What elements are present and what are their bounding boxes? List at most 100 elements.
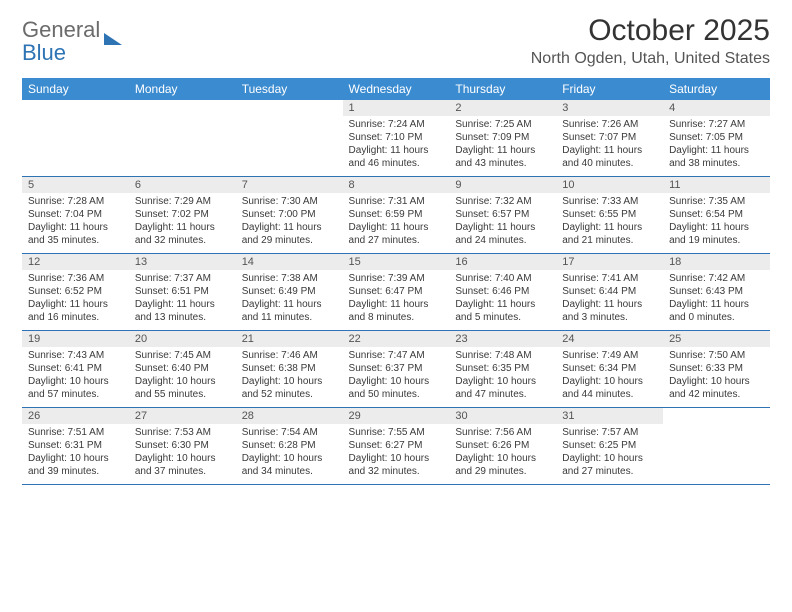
daylight-line1: Daylight: 11 hours [669, 144, 764, 157]
day-number: 20 [129, 331, 236, 347]
day-body: Sunrise: 7:33 AMSunset: 6:55 PMDaylight:… [556, 193, 663, 253]
sunset-text: Sunset: 6:55 PM [562, 208, 657, 221]
sunrise-text: Sunrise: 7:56 AM [455, 426, 550, 439]
daylight-line1: Daylight: 10 hours [455, 375, 550, 388]
day-number: 13 [129, 254, 236, 270]
day-cell: 16Sunrise: 7:40 AMSunset: 6:46 PMDayligh… [449, 254, 556, 331]
daylight-line2: and 0 minutes. [669, 311, 764, 324]
sunrise-text: Sunrise: 7:24 AM [349, 118, 444, 131]
day-body: Sunrise: 7:57 AMSunset: 6:25 PMDaylight:… [556, 424, 663, 484]
day-number: 8 [343, 177, 450, 193]
daylight-line2: and 47 minutes. [455, 388, 550, 401]
sunset-text: Sunset: 6:33 PM [669, 362, 764, 375]
day-cell: 2Sunrise: 7:25 AMSunset: 7:09 PMDaylight… [449, 100, 556, 177]
sunset-text: Sunset: 6:28 PM [242, 439, 337, 452]
daylight-line2: and 32 minutes. [135, 234, 230, 247]
day-number: 22 [343, 331, 450, 347]
day-cell: 7Sunrise: 7:30 AMSunset: 7:00 PMDaylight… [236, 177, 343, 254]
day-body: Sunrise: 7:55 AMSunset: 6:27 PMDaylight:… [343, 424, 450, 484]
sunrise-text: Sunrise: 7:35 AM [669, 195, 764, 208]
day-body: Sunrise: 7:28 AMSunset: 7:04 PMDaylight:… [22, 193, 129, 253]
daylight-line2: and 34 minutes. [242, 465, 337, 478]
day-cell: 6Sunrise: 7:29 AMSunset: 7:02 PMDaylight… [129, 177, 236, 254]
daylight-line1: Daylight: 11 hours [135, 298, 230, 311]
sunrise-text: Sunrise: 7:43 AM [28, 349, 123, 362]
day-body: Sunrise: 7:35 AMSunset: 6:54 PMDaylight:… [663, 193, 770, 253]
daylight-line1: Daylight: 11 hours [242, 221, 337, 234]
sunset-text: Sunset: 6:59 PM [349, 208, 444, 221]
daylight-line2: and 39 minutes. [28, 465, 123, 478]
day-cell: 22Sunrise: 7:47 AMSunset: 6:37 PMDayligh… [343, 331, 450, 408]
daylight-line2: and 8 minutes. [349, 311, 444, 324]
day-header-monday: Monday [129, 78, 236, 100]
sunrise-text: Sunrise: 7:47 AM [349, 349, 444, 362]
day-body: Sunrise: 7:38 AMSunset: 6:49 PMDaylight:… [236, 270, 343, 330]
day-number: 12 [22, 254, 129, 270]
daylight-line1: Daylight: 11 hours [669, 298, 764, 311]
day-body: Sunrise: 7:27 AMSunset: 7:05 PMDaylight:… [663, 116, 770, 176]
daylight-line2: and 27 minutes. [562, 465, 657, 478]
daylight-line1: Daylight: 11 hours [135, 221, 230, 234]
daylight-line2: and 35 minutes. [28, 234, 123, 247]
day-number: 23 [449, 331, 556, 347]
day-number: 18 [663, 254, 770, 270]
day-number: 29 [343, 408, 450, 424]
daylight-line2: and 57 minutes. [28, 388, 123, 401]
day-cell: 14Sunrise: 7:38 AMSunset: 6:49 PMDayligh… [236, 254, 343, 331]
daylight-line1: Daylight: 11 hours [349, 144, 444, 157]
day-number: 28 [236, 408, 343, 424]
daylight-line1: Daylight: 11 hours [562, 221, 657, 234]
sunset-text: Sunset: 6:30 PM [135, 439, 230, 452]
sunrise-text: Sunrise: 7:25 AM [455, 118, 550, 131]
daylight-line1: Daylight: 10 hours [349, 375, 444, 388]
empty-cell: .. [129, 100, 236, 177]
sunset-text: Sunset: 6:35 PM [455, 362, 550, 375]
sunset-text: Sunset: 6:26 PM [455, 439, 550, 452]
daylight-line1: Daylight: 11 hours [242, 298, 337, 311]
daylight-line2: and 19 minutes. [669, 234, 764, 247]
day-body: Sunrise: 7:37 AMSunset: 6:51 PMDaylight:… [129, 270, 236, 330]
sunrise-text: Sunrise: 7:45 AM [135, 349, 230, 362]
day-number: 17 [556, 254, 663, 270]
day-cell: 5Sunrise: 7:28 AMSunset: 7:04 PMDaylight… [22, 177, 129, 254]
brand-line1: General [22, 18, 100, 41]
sunrise-text: Sunrise: 7:57 AM [562, 426, 657, 439]
day-number: 25 [663, 331, 770, 347]
day-body: Sunrise: 7:47 AMSunset: 6:37 PMDaylight:… [343, 347, 450, 407]
sunset-text: Sunset: 6:25 PM [562, 439, 657, 452]
daylight-line2: and 3 minutes. [562, 311, 657, 324]
sunset-text: Sunset: 6:40 PM [135, 362, 230, 375]
daylight-line2: and 24 minutes. [455, 234, 550, 247]
daylight-line1: Daylight: 10 hours [135, 375, 230, 388]
sunset-text: Sunset: 7:04 PM [28, 208, 123, 221]
sunset-text: Sunset: 7:00 PM [242, 208, 337, 221]
sunset-text: Sunset: 6:34 PM [562, 362, 657, 375]
daylight-line2: and 55 minutes. [135, 388, 230, 401]
daylight-line1: Daylight: 11 hours [669, 221, 764, 234]
daylight-line1: Daylight: 10 hours [135, 452, 230, 465]
day-header-wednesday: Wednesday [343, 78, 450, 100]
day-cell: 13Sunrise: 7:37 AMSunset: 6:51 PMDayligh… [129, 254, 236, 331]
day-header-sunday: Sunday [22, 78, 129, 100]
daylight-line1: Daylight: 11 hours [28, 298, 123, 311]
sunset-text: Sunset: 6:51 PM [135, 285, 230, 298]
daylight-line2: and 52 minutes. [242, 388, 337, 401]
week-row: 12Sunrise: 7:36 AMSunset: 6:52 PMDayligh… [22, 254, 770, 331]
week-row: 26Sunrise: 7:51 AMSunset: 6:31 PMDayligh… [22, 408, 770, 485]
empty-cell: .. [236, 100, 343, 177]
daylight-line2: and 32 minutes. [349, 465, 444, 478]
day-cell: 27Sunrise: 7:53 AMSunset: 6:30 PMDayligh… [129, 408, 236, 485]
day-body: Sunrise: 7:40 AMSunset: 6:46 PMDaylight:… [449, 270, 556, 330]
day-body: Sunrise: 7:46 AMSunset: 6:38 PMDaylight:… [236, 347, 343, 407]
day-body: Sunrise: 7:30 AMSunset: 7:00 PMDaylight:… [236, 193, 343, 253]
day-number: 9 [449, 177, 556, 193]
sunrise-text: Sunrise: 7:31 AM [349, 195, 444, 208]
daylight-line2: and 29 minutes. [242, 234, 337, 247]
daylight-line2: and 11 minutes. [242, 311, 337, 324]
day-cell: 19Sunrise: 7:43 AMSunset: 6:41 PMDayligh… [22, 331, 129, 408]
day-cell: 15Sunrise: 7:39 AMSunset: 6:47 PMDayligh… [343, 254, 450, 331]
sunrise-text: Sunrise: 7:53 AM [135, 426, 230, 439]
daylight-line2: and 43 minutes. [455, 157, 550, 170]
daylight-line1: Daylight: 10 hours [242, 452, 337, 465]
day-cell: 25Sunrise: 7:50 AMSunset: 6:33 PMDayligh… [663, 331, 770, 408]
